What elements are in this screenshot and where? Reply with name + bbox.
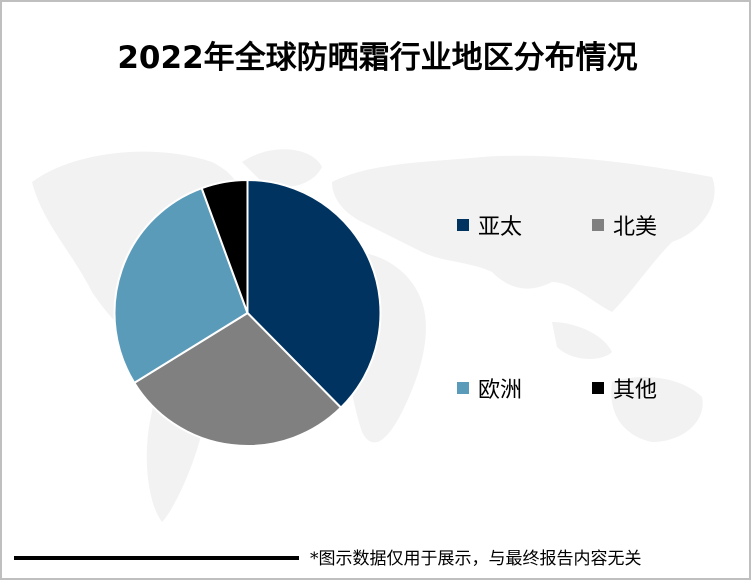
- pie-slice-1: [132, 311, 343, 447]
- legend-label: 北美: [613, 215, 658, 240]
- pie-slice-3: [200, 178, 249, 314]
- pie-slice-2: [113, 186, 249, 385]
- legend-label: 欧洲: [478, 378, 523, 403]
- chart-title: 2022年全球防晒霜行业地区分布情况: [117, 40, 638, 76]
- legend-item-other: 其他: [592, 372, 657, 404]
- legend-item-europe: 欧洲: [457, 372, 522, 404]
- legend-swatch-europe: [457, 382, 469, 394]
- legend-label: 其他: [613, 378, 658, 403]
- legend-item-asia-pacific: 亚太: [457, 209, 522, 241]
- footer-divider: [14, 556, 299, 560]
- legend-swatch-other: [592, 382, 604, 394]
- legend-swatch-asia-pacific: [457, 219, 469, 231]
- legend-label: 亚太: [478, 215, 523, 240]
- legend-item-north-america: 北美: [592, 209, 657, 241]
- legend-swatch-north-america: [592, 219, 604, 231]
- pie-slice-0: [246, 178, 382, 410]
- footer-disclaimer: *图示数据仅用于展示，与最终报告内容无关: [310, 549, 642, 569]
